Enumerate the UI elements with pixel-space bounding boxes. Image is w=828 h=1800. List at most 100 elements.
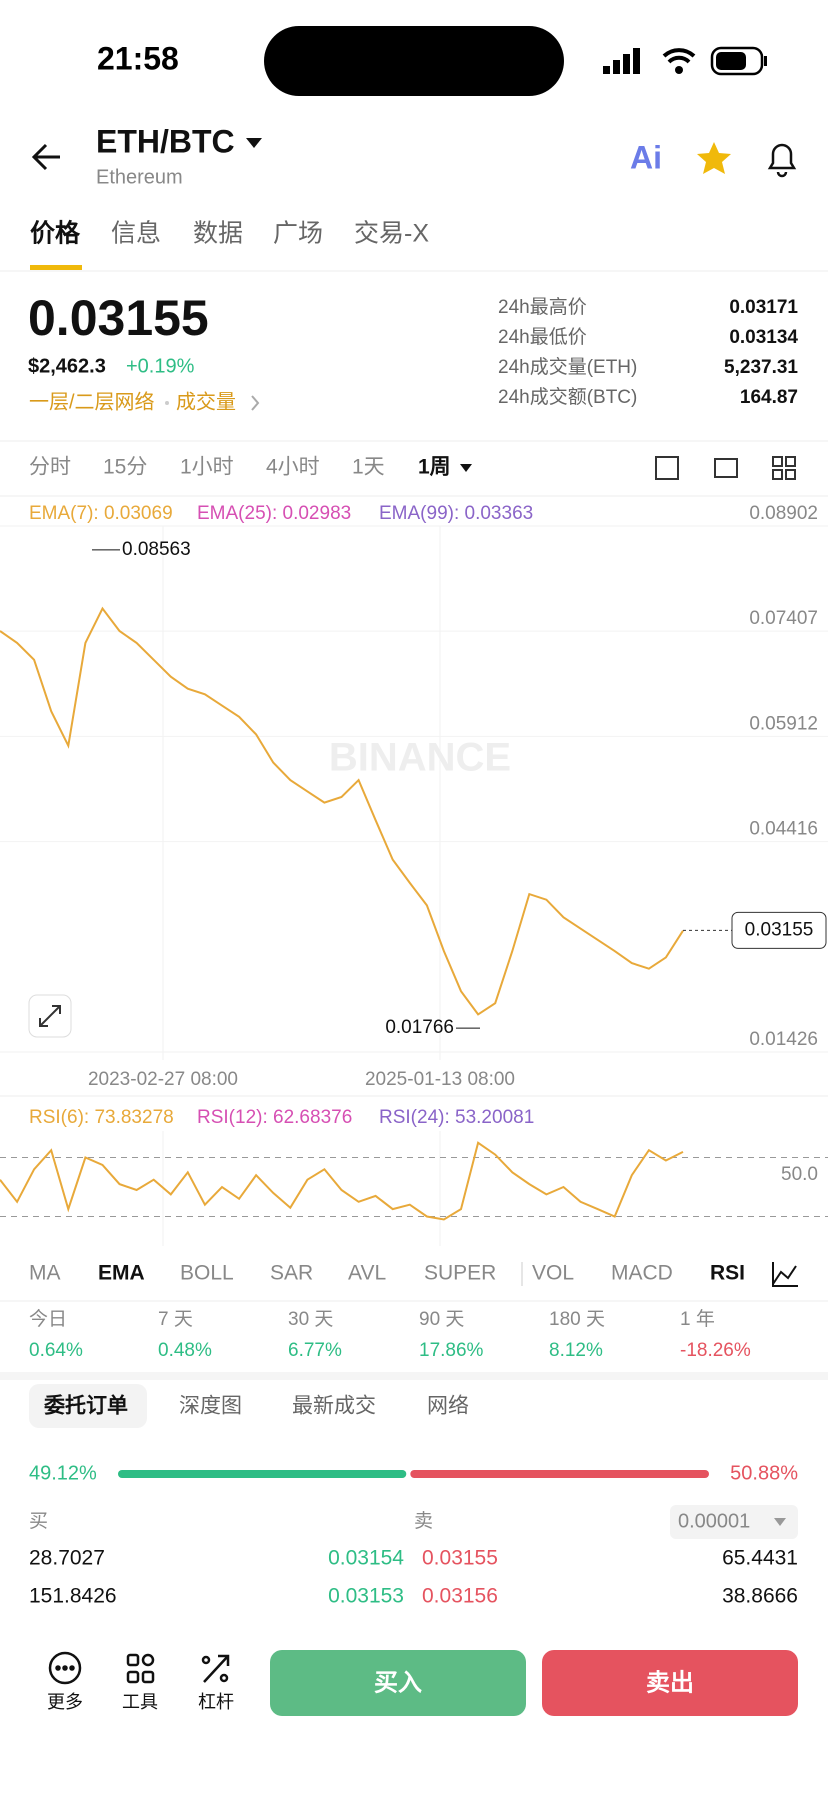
precision-caret [774,1518,786,1526]
stat-value: 0.03171 [729,297,798,318]
indicator-tab[interactable]: EMA [98,1262,145,1285]
tool-label[interactable]: 工具 [122,1692,158,1712]
buy-ratio: 49.12% [29,1462,97,1484]
back-button[interactable] [31,143,60,171]
perf-label: 7 天 [158,1309,193,1330]
timeframe[interactable]: 4小时 [266,456,320,479]
indicator-legend: RSI(12): 62.68376 [197,1107,352,1128]
stat-label: 24h最高价 [498,296,587,318]
timeframe[interactable]: 分时 [29,456,71,479]
buy-header: 买 [29,1511,48,1532]
stat-label: 24h最低价 [498,326,587,348]
alert-icon[interactable] [767,143,797,178]
timeframe[interactable]: 1天 [352,456,385,479]
stat-value: 5,237.31 [724,357,798,378]
timeframe[interactable]: 15分 [103,456,147,479]
indicator-tab[interactable]: BOLL [180,1262,234,1285]
high-label: 0.08563 [122,539,191,560]
timeframe[interactable]: 1小时 [180,456,234,479]
buy-ratio-bar [118,1470,407,1478]
tag[interactable]: 成交量 [176,390,236,413]
perf-label: 1 年 [680,1308,715,1330]
tool-label[interactable]: 杠杆 [198,1692,234,1712]
sell-ratio-bar [410,1470,709,1478]
chart-tools[interactable] [655,456,796,480]
expand-button[interactable] [28,994,72,1038]
favorite-icon[interactable] [697,142,731,174]
ai-icon[interactable]: Ai [630,139,662,175]
indicator-tab[interactable]: SUPER [424,1262,496,1285]
tab[interactable]: 价格 [30,219,81,248]
indicator-tab[interactable]: MA [29,1262,61,1285]
precision-box[interactable] [670,1505,798,1539]
usd-price: $2,462.3 [28,355,106,377]
pair-title: ETH/BTC [96,123,235,159]
indicator-legend: EMA(7): 0.03069 [29,503,173,524]
tool-icons[interactable] [48,1651,230,1685]
perf-value: 6.77% [288,1340,342,1361]
stat-label: 24h成交额(BTC) [498,386,637,408]
status-icons [264,26,767,96]
tab[interactable]: 交易-X [354,220,429,248]
tab[interactable]: 广场 [273,220,323,248]
perf-value: 17.86% [419,1340,484,1361]
indicator-tab[interactable]: VOL [532,1262,574,1285]
section-gap [0,1372,828,1380]
book-tab[interactable]: 深度图 [179,1395,242,1418]
sell-header: 卖 [414,1510,433,1532]
tool-label[interactable]: 更多 [47,1692,83,1712]
tab-pill [29,1384,147,1428]
perf-value: -18.26% [680,1340,751,1361]
y-tick-label: 0.01426 [749,1029,818,1050]
current-price-label: 0.03155 [745,919,814,940]
perf-value: 0.48% [158,1340,212,1361]
bid-amount: 28.7027 [29,1547,105,1570]
indicator-tab[interactable]: RSI [710,1262,745,1285]
y-tick-label: 0.07407 [749,608,818,629]
ask-price: 0.03155 [422,1547,498,1570]
stat-value: 164.87 [740,387,798,408]
x-tick-label: 2023-02-27 08:00 [88,1069,238,1090]
tag[interactable]: 一层/二层网络 [29,390,155,413]
y-tick-label: 0.08902 [749,503,818,524]
sell-button[interactable] [542,1650,798,1716]
indicator-tab[interactable]: SAR [270,1262,313,1285]
indicator-tab[interactable]: AVL [348,1262,386,1285]
tab[interactable]: 数据 [193,220,243,248]
clock: 21:58 [97,40,179,76]
indicator-legend: EMA(99): 0.03363 [379,503,533,524]
indicator-settings[interactable] [772,1262,798,1287]
pair-dropdown[interactable] [246,138,262,148]
bid-amount: 151.8426 [29,1585,117,1608]
ask-amount: 65.4431 [722,1547,798,1570]
price-line [0,606,684,1016]
indicator-legend: EMA(25): 0.02983 [197,503,351,524]
price-line [0,1141,684,1221]
tab-underline [30,265,82,270]
precision[interactable]: 0.00001 [678,1510,750,1532]
buy-button[interactable] [270,1650,526,1716]
bid-price: 0.03153 [328,1585,404,1608]
perf-value: 0.64% [29,1340,83,1361]
low-label: 0.01766 [385,1017,454,1038]
sell-ratio: 50.88% [730,1462,798,1484]
last-price: 0.03155 [28,290,209,346]
book-tab[interactable]: 委托订单 [43,1394,128,1418]
perf-value: 8.12% [549,1340,603,1361]
perf-label: 90 天 [419,1309,464,1330]
timeframe[interactable]: 1周 [418,456,451,479]
timeframe-dropdown[interactable] [460,464,472,472]
tab[interactable]: 信息 [111,220,161,248]
perf-label: 今日 [29,1308,67,1330]
sell-label[interactable]: 卖出 [646,1669,694,1696]
book-tab[interactable]: 网络 [427,1395,469,1418]
x-tick-label: 2025-01-13 08:00 [365,1069,515,1090]
indicator-legend: RSI(24): 53.20081 [379,1107,534,1128]
price-change: +0.19% [126,355,195,377]
buy-label[interactable]: 买入 [374,1669,422,1696]
y-tick-label: 0.05912 [749,713,818,734]
indicator-tab[interactable]: MACD [611,1262,673,1285]
book-tab[interactable]: 最新成交 [292,1395,376,1418]
